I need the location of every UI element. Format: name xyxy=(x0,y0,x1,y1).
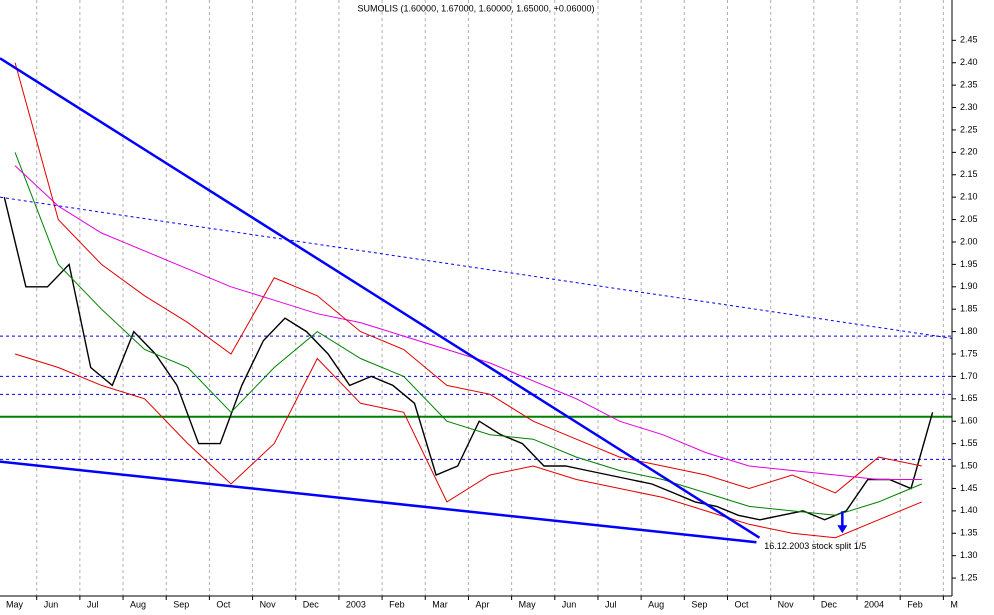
y-tick-label: 1.30 xyxy=(960,550,978,560)
y-tick-label: 1.50 xyxy=(960,460,978,470)
y-tick-label: 1.65 xyxy=(960,393,978,403)
y-tick-label: 2.35 xyxy=(960,80,978,90)
y-tick-label: 2.15 xyxy=(960,169,978,179)
y-tick-label: 2.10 xyxy=(960,192,978,202)
y-tick-label: 1.55 xyxy=(960,438,978,448)
trendline xyxy=(0,460,757,544)
marks-layer xyxy=(0,57,953,544)
y-tick-label: 1.90 xyxy=(960,281,978,291)
x-tick-label: Apr xyxy=(475,599,489,609)
y-tick-label: 1.85 xyxy=(960,304,978,314)
arrow-head xyxy=(837,525,848,534)
x-tick-label: Aug xyxy=(130,599,146,609)
x-tick-label: Jul xyxy=(605,599,617,609)
y-tick-label: 1.75 xyxy=(960,348,978,358)
y-tick-label: 2.00 xyxy=(960,236,978,246)
y-tick-label: 1.40 xyxy=(960,505,978,515)
y-tick-label: 1.60 xyxy=(960,416,978,426)
x-tick-label: Sep xyxy=(173,599,189,609)
x-tick-label: Feb xyxy=(389,599,405,609)
x-tick-label: Dec xyxy=(821,599,838,609)
trendline xyxy=(0,196,953,339)
price-line xyxy=(3,197,934,521)
chart-title: SUMOLIS (1.60000, 1.67000, 1.60000, 1.65… xyxy=(358,3,595,13)
y-tick-label: 1.25 xyxy=(960,572,978,582)
x-tick-label: Nov xyxy=(260,599,277,609)
x-tick-label: M xyxy=(950,599,958,609)
x-tick-label: May xyxy=(6,599,24,609)
x-tick-label: Mar xyxy=(432,599,448,609)
y-tick-label: 2.25 xyxy=(960,124,978,134)
price-line xyxy=(14,62,922,494)
x-tick-label: Dec xyxy=(303,599,320,609)
y-tick-label: 1.95 xyxy=(960,259,978,269)
x-tick-label: Sep xyxy=(691,599,707,609)
x-tick-label: Oct xyxy=(216,599,231,609)
y-tick-label: 1.45 xyxy=(960,483,978,493)
x-tick-label: May xyxy=(519,599,537,609)
price-line xyxy=(14,152,922,516)
y-tick-label: 2.30 xyxy=(960,102,978,112)
x-tick-label: Aug xyxy=(648,599,664,609)
y-tick-label: 1.35 xyxy=(960,528,978,538)
x-tick-label: 2003 xyxy=(346,599,366,609)
x-tick-label: Oct xyxy=(734,599,749,609)
y-tick-label: 1.70 xyxy=(960,371,978,381)
y-tick-label: 2.05 xyxy=(960,214,978,224)
axes-layer: 1.25 1.30 1.35 1.40 1.45 1.50 1.55 1.60 1.65 1.70… xyxy=(6,35,978,610)
x-tick-label: Jul xyxy=(87,599,99,609)
x-tick-label: Feb xyxy=(907,599,923,609)
x-tick-label: Nov xyxy=(778,599,795,609)
x-tick-label: 2004 xyxy=(864,599,884,609)
x-tick-label: Jun xyxy=(562,599,577,609)
price-line xyxy=(14,353,922,539)
price-line xyxy=(14,165,922,480)
y-tick-label: 2.40 xyxy=(960,57,978,67)
y-tick-label: 2.45 xyxy=(960,35,978,45)
y-tick-label: 1.80 xyxy=(960,326,978,336)
trendline xyxy=(0,57,761,539)
annotation: 16.12.2003 stock split 1/5 xyxy=(764,541,866,551)
x-tick-label: Jun xyxy=(44,599,59,609)
y-tick-label: 2.20 xyxy=(960,147,978,157)
